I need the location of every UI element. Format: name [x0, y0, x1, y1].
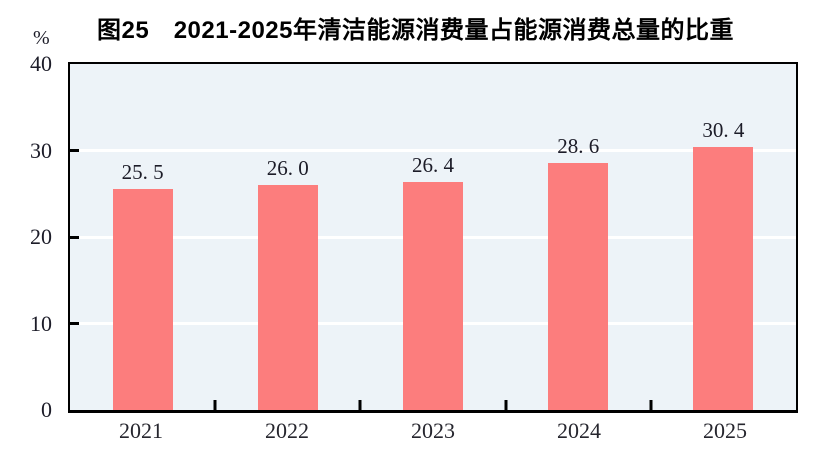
bar-value-label-2023: 26. 4: [411, 152, 454, 177]
y-axis-labels: 0 10 20 30 40: [0, 53, 58, 421]
category-cell-2022: 26. 0: [215, 64, 360, 410]
category-cell-2023: 26. 4: [360, 64, 505, 410]
x-axis-tick: [213, 400, 217, 410]
bar-value-label-2022: 26. 0: [266, 156, 309, 181]
x-axis-label-2021: 2021: [119, 418, 163, 443]
category-cell-2021: 25. 5: [70, 64, 215, 410]
x-axis-tick: [358, 400, 362, 410]
x-axis-label-2024: 2024: [557, 418, 601, 443]
y-axis-label-0: 0: [41, 397, 52, 422]
bar-2021: [112, 189, 173, 410]
y-axis-label-40: 40: [30, 51, 52, 76]
bar-2022: [257, 185, 318, 410]
y-axis-tick-30: [70, 149, 79, 152]
plot-area: 25. 5 26. 0 26. 4 28. 6 30. 4: [68, 62, 798, 413]
chart-title: 图25 2021-2025年清洁能源消费量占能源消费总量的比重: [97, 17, 734, 44]
x-axis-label-2022: 2022: [265, 418, 309, 443]
bar-2025: [693, 147, 754, 410]
bar-value-label-2025: 30. 4: [702, 118, 745, 143]
x-axis-label-2025: 2025: [703, 418, 747, 443]
x-axis-labels: 2021 2022 2023 2024 2025: [68, 420, 798, 442]
y-axis-tick-20: [70, 235, 79, 239]
x-axis-tick: [649, 400, 653, 410]
gridline-30: [70, 149, 796, 152]
y-axis-unit-label: %: [33, 27, 50, 49]
x-axis-label-2023: 2023: [411, 418, 455, 443]
x-axis-tick: [504, 400, 508, 410]
category-cell-2025: 30. 4: [651, 64, 796, 410]
y-axis-tick-10: [70, 322, 79, 325]
bar-value-label-2024: 28. 6: [557, 133, 600, 158]
y-axis-label-30: 30: [30, 137, 52, 163]
bar-value-label-2021: 25. 5: [121, 160, 164, 185]
bar-2024: [548, 162, 609, 410]
y-axis-label-10: 10: [30, 310, 52, 336]
category-cell-2024: 28. 6: [506, 64, 651, 410]
bar-2023: [402, 181, 463, 410]
y-axis-label-20: 20: [30, 224, 52, 249]
